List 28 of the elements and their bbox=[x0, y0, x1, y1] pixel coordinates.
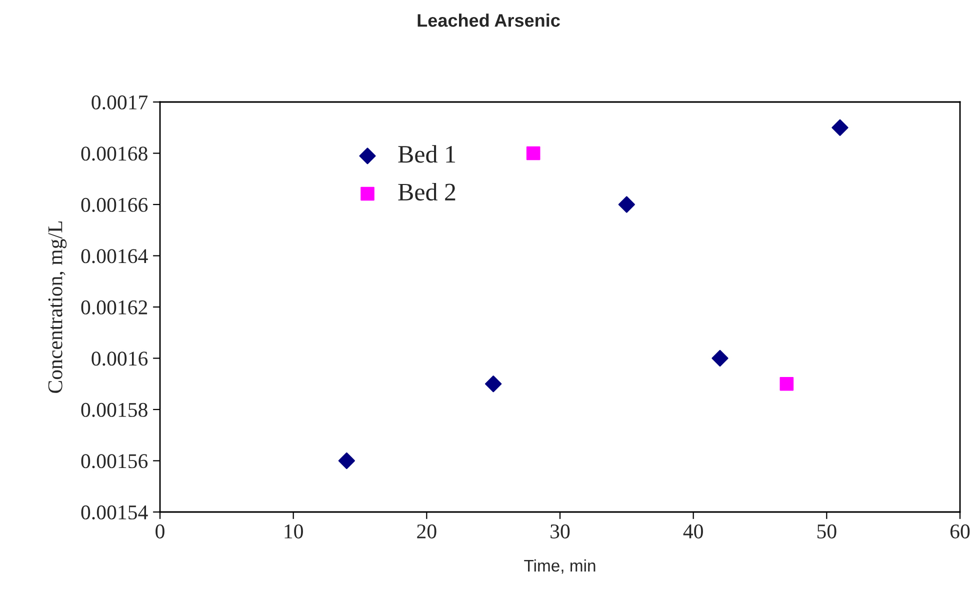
point bbox=[526, 146, 540, 160]
y-tick-label: 0.00156 bbox=[81, 454, 148, 468]
legend-label: Bed 1 bbox=[398, 145, 456, 163]
y-tick-label: 0.0016 bbox=[92, 352, 148, 366]
y-tick-label: 0.00164 bbox=[81, 249, 148, 264]
point bbox=[780, 376, 794, 391]
x-axis-title: Time, min bbox=[524, 559, 596, 574]
x-tick-label: 60 bbox=[950, 524, 970, 538]
y-tick-label: 0.00162 bbox=[81, 300, 148, 315]
x-tick-label: 0 bbox=[156, 524, 164, 538]
y-tick-label: 0.00154 bbox=[81, 505, 148, 520]
y-tick-label: 0.00158 bbox=[81, 402, 148, 418]
legend-label: Bed 2 bbox=[398, 182, 456, 201]
y-axis-title: Concentration, mg/L bbox=[48, 221, 67, 393]
x-tick-label: 20 bbox=[417, 524, 436, 538]
x-tick-label: 40 bbox=[683, 524, 703, 538]
x-tick-label: 10 bbox=[284, 524, 303, 538]
y-tick-label: 0.00166 bbox=[81, 198, 148, 212]
y-tick-label: 0.0017 bbox=[92, 95, 148, 110]
y-tick-label: 0.00168 bbox=[81, 146, 148, 161]
point bbox=[338, 452, 355, 470]
x-tick-label: 30 bbox=[550, 524, 570, 538]
point bbox=[832, 119, 848, 136]
chart-title: Leached Arsenic bbox=[418, 14, 560, 27]
point bbox=[618, 196, 635, 213]
point bbox=[712, 350, 728, 367]
point bbox=[485, 376, 502, 392]
x-tick-label: 50 bbox=[817, 524, 836, 538]
